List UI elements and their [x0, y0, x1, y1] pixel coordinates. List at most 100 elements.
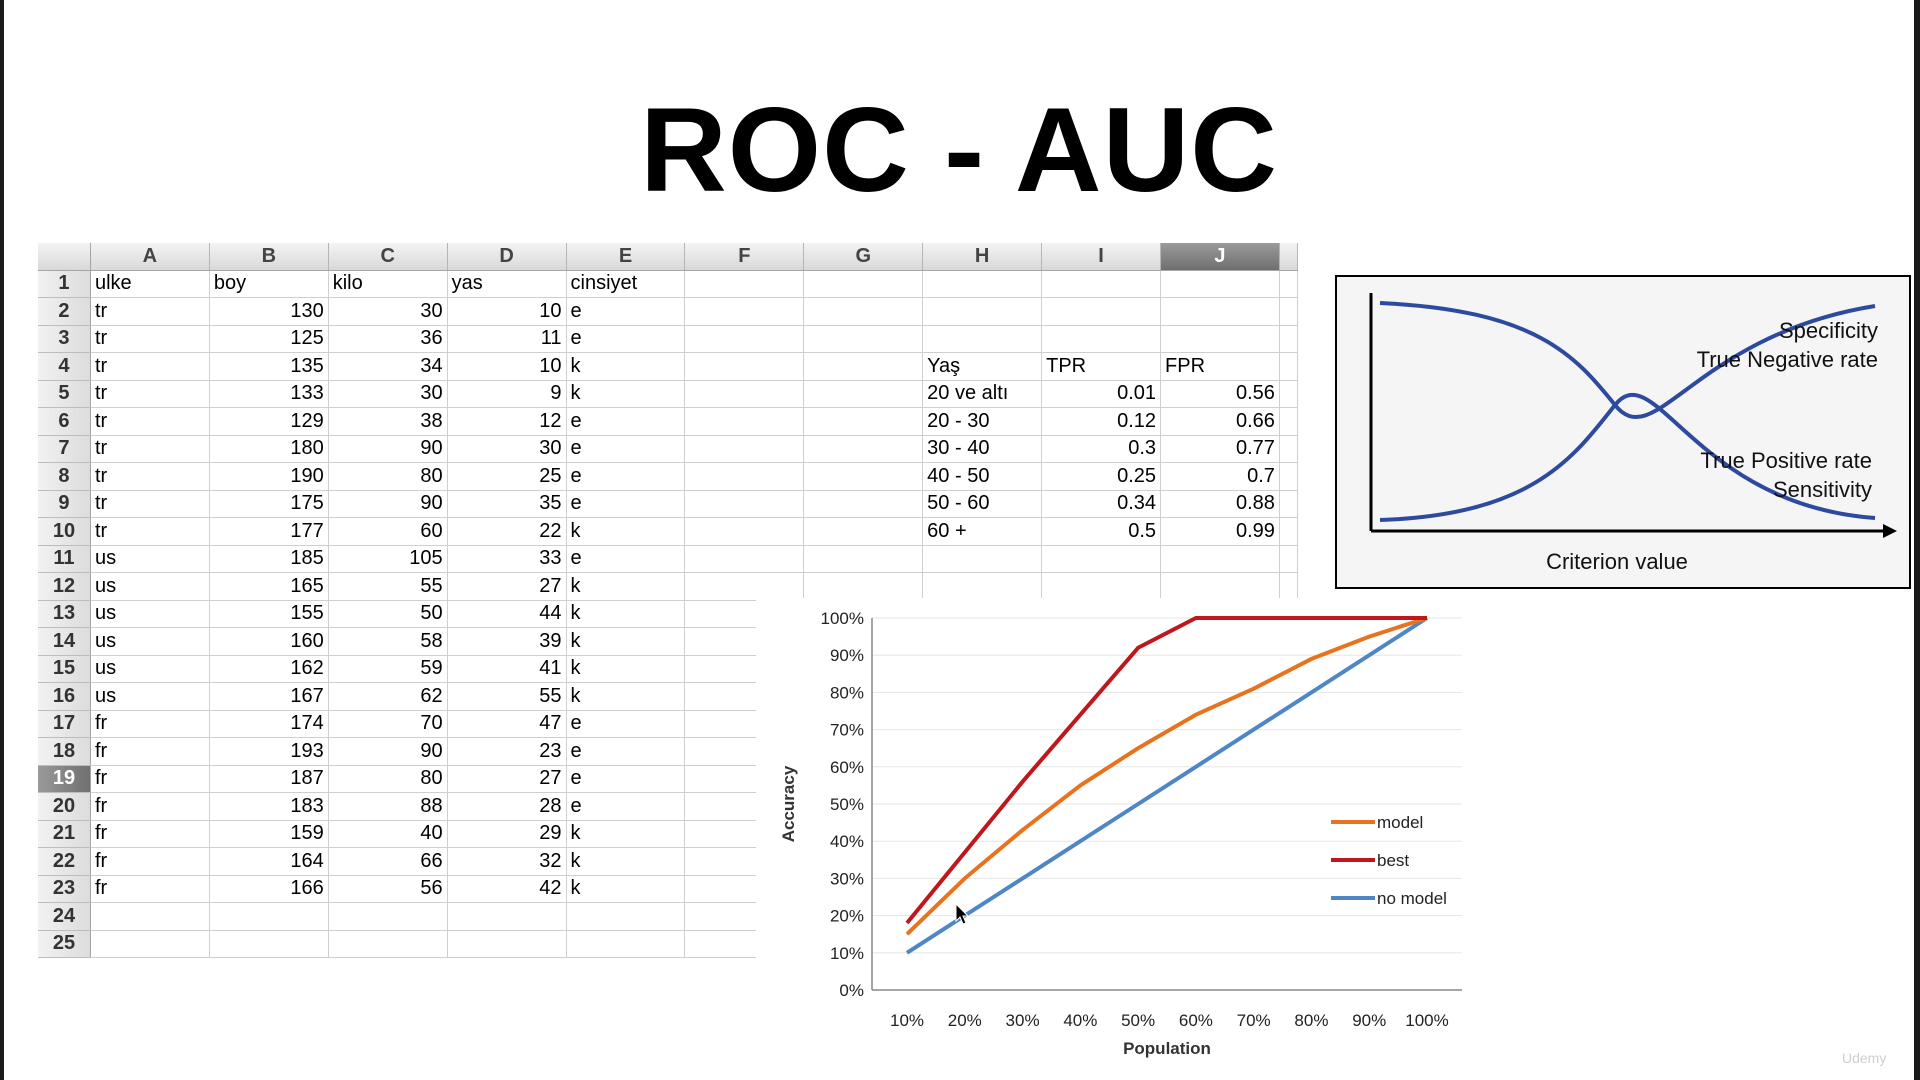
- cell-e15[interactable]: k: [566, 655, 686, 683]
- cell-d5[interactable]: 9: [447, 380, 567, 408]
- cell-c21[interactable]: 40: [328, 820, 448, 848]
- cell-e21[interactable]: k: [566, 820, 686, 848]
- cell-d13[interactable]: 44: [447, 600, 567, 628]
- row-header[interactable]: 18: [38, 737, 91, 766]
- cell-b19[interactable]: 187: [209, 765, 329, 793]
- cell-i9[interactable]: 0.34: [1041, 490, 1162, 518]
- cell-h10[interactable]: 60 +: [922, 517, 1043, 546]
- cell-e10[interactable]: k: [566, 517, 686, 546]
- cell-b22[interactable]: 164: [209, 847, 329, 876]
- cell-g1[interactable]: [803, 270, 924, 298]
- cell-a12[interactable]: us: [90, 572, 210, 601]
- cell-e2[interactable]: e: [566, 297, 686, 326]
- column-header-a[interactable]: A: [90, 243, 210, 271]
- cell-f9[interactable]: [684, 490, 805, 518]
- cell-e1[interactable]: cinsiyet: [566, 270, 686, 298]
- cell-c7[interactable]: 90: [328, 435, 448, 463]
- cell-j6[interactable]: 0.66: [1160, 407, 1280, 436]
- cell-b1[interactable]: boy: [209, 270, 329, 298]
- cell-e16[interactable]: k: [566, 682, 686, 711]
- cell-f4[interactable]: [684, 352, 805, 381]
- cell-e12[interactable]: k: [566, 572, 686, 601]
- cell-i2[interactable]: [1041, 297, 1162, 326]
- cell-h11[interactable]: [922, 545, 1043, 573]
- cell-a19[interactable]: fr: [90, 765, 210, 793]
- cell-a16[interactable]: us: [90, 682, 210, 711]
- cell-h3[interactable]: [922, 325, 1043, 353]
- cell-a8[interactable]: tr: [90, 462, 210, 491]
- cell-a7[interactable]: tr: [90, 435, 210, 463]
- cell-h12[interactable]: [922, 572, 1043, 601]
- cell-c3[interactable]: 36: [328, 325, 448, 353]
- cell-i1[interactable]: [1041, 270, 1162, 298]
- cell-a15[interactable]: us: [90, 655, 210, 683]
- cell-e24[interactable]: [566, 902, 686, 931]
- cell-d3[interactable]: 11: [447, 325, 567, 353]
- row-header[interactable]: 5: [38, 380, 91, 408]
- cell-a23[interactable]: fr: [90, 875, 210, 903]
- cell-g10[interactable]: [803, 517, 924, 546]
- cell-d10[interactable]: 22: [447, 517, 567, 546]
- column-header-d[interactable]: D: [447, 243, 567, 271]
- cell-i11[interactable]: [1041, 545, 1162, 573]
- cell-b25[interactable]: [209, 930, 329, 958]
- cell-d4[interactable]: 10: [447, 352, 567, 381]
- cell-d21[interactable]: 29: [447, 820, 567, 848]
- cell-g11[interactable]: [803, 545, 924, 573]
- cell-i4[interactable]: TPR: [1041, 352, 1162, 381]
- cell-g6[interactable]: [803, 407, 924, 436]
- cell-d7[interactable]: 30: [447, 435, 567, 463]
- cell-h2[interactable]: [922, 297, 1043, 326]
- cell-b15[interactable]: 162: [209, 655, 329, 683]
- cell-a5[interactable]: tr: [90, 380, 210, 408]
- cell-e13[interactable]: k: [566, 600, 686, 628]
- cell-f8[interactable]: [684, 462, 805, 491]
- cell-a6[interactable]: tr: [90, 407, 210, 436]
- cell-b23[interactable]: 166: [209, 875, 329, 903]
- cell-d12[interactable]: 27: [447, 572, 567, 601]
- cell-e23[interactable]: k: [566, 875, 686, 903]
- column-header-e[interactable]: E: [566, 243, 686, 271]
- cell-e18[interactable]: e: [566, 737, 686, 766]
- cell-h9[interactable]: 50 - 60: [922, 490, 1043, 518]
- cell-c20[interactable]: 88: [328, 792, 448, 821]
- cell-c8[interactable]: 80: [328, 462, 448, 491]
- cell-d15[interactable]: 41: [447, 655, 567, 683]
- cell-j9[interactable]: 0.88: [1160, 490, 1280, 518]
- cell-d23[interactable]: 42: [447, 875, 567, 903]
- cell-f11[interactable]: [684, 545, 805, 573]
- row-header[interactable]: 9: [38, 490, 91, 518]
- row-header[interactable]: 10: [38, 517, 91, 546]
- cell-d22[interactable]: 32: [447, 847, 567, 876]
- cell-j8[interactable]: 0.7: [1160, 462, 1280, 491]
- cell-e17[interactable]: e: [566, 710, 686, 738]
- cell-c12[interactable]: 55: [328, 572, 448, 601]
- row-header[interactable]: 24: [38, 902, 91, 931]
- cell-g9[interactable]: [803, 490, 924, 518]
- cell-a17[interactable]: fr: [90, 710, 210, 738]
- cell-f7[interactable]: [684, 435, 805, 463]
- row-header[interactable]: 16: [38, 682, 91, 711]
- cell-i8[interactable]: 0.25: [1041, 462, 1162, 491]
- cell-h8[interactable]: 40 - 50: [922, 462, 1043, 491]
- cell-b24[interactable]: [209, 902, 329, 931]
- cell-d9[interactable]: 35: [447, 490, 567, 518]
- cell-d18[interactable]: 23: [447, 737, 567, 766]
- cell-c4[interactable]: 34: [328, 352, 448, 381]
- select-all-corner[interactable]: [38, 243, 91, 271]
- cell-d14[interactable]: 39: [447, 627, 567, 656]
- cell-g3[interactable]: [803, 325, 924, 353]
- cell-j12[interactable]: [1160, 572, 1280, 601]
- cell-a10[interactable]: tr: [90, 517, 210, 546]
- cell-c15[interactable]: 59: [328, 655, 448, 683]
- cell-b17[interactable]: 174: [209, 710, 329, 738]
- row-header[interactable]: 7: [38, 435, 91, 463]
- row-header[interactable]: 12: [38, 572, 91, 601]
- column-header-h[interactable]: H: [922, 243, 1043, 271]
- cell-g5[interactable]: [803, 380, 924, 408]
- cell-a4[interactable]: tr: [90, 352, 210, 381]
- cell-a2[interactable]: tr: [90, 297, 210, 326]
- cell-e14[interactable]: k: [566, 627, 686, 656]
- cell-d1[interactable]: yas: [447, 270, 567, 298]
- row-header[interactable]: 11: [38, 545, 91, 573]
